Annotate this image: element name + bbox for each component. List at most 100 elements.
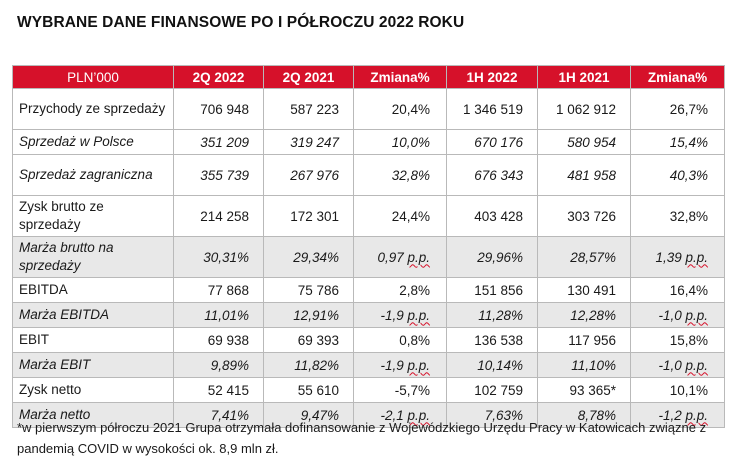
table-cell: 1,39 p.p.	[630, 236, 725, 278]
table-cell: 55 610	[263, 377, 354, 403]
table-cell: 580 954	[537, 129, 631, 155]
table-cell: 15,4%	[630, 129, 725, 155]
table-cell: -1,0 p.p.	[630, 352, 725, 378]
table-cell: 29,34%	[263, 236, 354, 278]
table-cell: 303 726	[537, 195, 631, 237]
table-header-row: PLN’000 2Q 2022 2Q 2021 Zmiana% 1H 2022 …	[12, 65, 725, 89]
table-cell: 10,1%	[630, 377, 725, 403]
table-cell: 69 938	[173, 327, 264, 353]
row-label: Sprzedaż zagraniczna	[12, 154, 174, 196]
table-row: EBITDA 77 868 75 786 2,8% 151 856 130 491 16,4…	[12, 277, 725, 303]
table-cell: 28,57%	[537, 236, 631, 278]
table-cell: 706 948	[173, 88, 264, 130]
table-cell: -1,9 p.p.	[353, 302, 447, 328]
table-cell: 29,96%	[446, 236, 538, 278]
table-cell: 20,4%	[353, 88, 447, 130]
table-cell: 8,78%	[537, 402, 631, 428]
table-row: Przychody ze sprzedaży 706 948 587 223 20,4…	[12, 88, 725, 130]
table-cell: 15,8%	[630, 327, 725, 353]
row-label: Zysk brutto ze sprzedaży	[12, 195, 174, 237]
table-row: Sprzedaż zagraniczna 355 739 267 976 32,8% 6…	[12, 154, 725, 196]
table-cell: 1 062 912	[537, 88, 631, 130]
row-label: Zysk netto	[12, 377, 174, 403]
table-cell: 12,28%	[537, 302, 631, 328]
table-cell: 172 301	[263, 195, 354, 237]
row-label: EBIT	[12, 327, 174, 353]
table-cell: 12,91%	[263, 302, 354, 328]
table-cell: 267 976	[263, 154, 354, 196]
table-cell: 481 958	[537, 154, 631, 196]
table-cell: 11,82%	[263, 352, 354, 378]
header-change-1h: Zmiana%	[630, 65, 725, 89]
table-cell: -1,2 p.p.	[630, 402, 725, 428]
table-cell: 351 209	[173, 129, 264, 155]
table-cell: 40,3%	[630, 154, 725, 196]
table-cell: 130 491	[537, 277, 631, 303]
table-cell: 136 538	[446, 327, 538, 353]
financial-table: PLN’000 2Q 2022 2Q 2021 Zmiana% 1H 2022 …	[12, 65, 725, 428]
table-row: Zysk netto 52 415 55 610 -5,7% 102 759 93 365…	[12, 377, 725, 403]
table-cell: 7,63%	[446, 402, 538, 428]
table-cell: 587 223	[263, 88, 354, 130]
table-cell: 26,7%	[630, 88, 725, 130]
header-1h-2021: 1H 2021	[537, 65, 631, 89]
table-cell: 1 346 519	[446, 88, 538, 130]
row-label: Marża brutto na sprzedaży	[12, 236, 174, 278]
table-cell: 16,4%	[630, 277, 725, 303]
table-cell: -1,0 p.p.	[630, 302, 725, 328]
table-cell: 93 365*	[537, 377, 631, 403]
page-title: WYBRANE DANE FINANSOWE PO I PÓŁROCZU 202…	[17, 14, 465, 31]
table-cell: -5,7%	[353, 377, 447, 403]
table-cell: 32,8%	[630, 195, 725, 237]
header-pln: PLN’000	[12, 65, 174, 89]
table-cell: 403 428	[446, 195, 538, 237]
table-cell: 10,14%	[446, 352, 538, 378]
table-cell: 117 956	[537, 327, 631, 353]
table-cell: 10,0%	[353, 129, 447, 155]
table-cell: 102 759	[446, 377, 538, 403]
table-cell: 11,28%	[446, 302, 538, 328]
row-label: EBITDA	[12, 277, 174, 303]
header-2q-2021: 2Q 2021	[263, 65, 354, 89]
header-1h-2022: 1H 2022	[446, 65, 538, 89]
table-row: EBIT 69 938 69 393 0,8% 136 538 117 956 15,8%	[12, 327, 725, 353]
table-cell: 0,97 p.p.	[353, 236, 447, 278]
table-cell: 52 415	[173, 377, 264, 403]
table-row: Marża brutto na sprzedaży 30,31% 29,34% 0,9…	[12, 236, 725, 278]
table-cell: 32,8%	[353, 154, 447, 196]
table-cell: 11,01%	[173, 302, 264, 328]
table-cell: 9,89%	[173, 352, 264, 378]
table-cell: 0,8%	[353, 327, 447, 353]
table-cell: 77 868	[173, 277, 264, 303]
table-body: Przychody ze sprzedaży 706 948 587 223 20,4…	[12, 88, 725, 428]
header-2q-2022: 2Q 2022	[173, 65, 264, 89]
footnote: *w pierwszym półroczu 2021 Grupa otrzyma…	[17, 417, 727, 459]
table-row: Marża EBITDA 11,01% 12,91% -1,9 p.p. 11,28% 1…	[12, 302, 725, 328]
table-row: Marża netto 7,41% 9,47% -2,1 p.p. 7,63% 8,78%…	[12, 402, 725, 428]
table-cell: -1,9 p.p.	[353, 352, 447, 378]
table-cell: 214 258	[173, 195, 264, 237]
row-label: Marża netto	[12, 402, 174, 428]
table-row: Sprzedaż w Polsce 351 209 319 247 10,0% 670 …	[12, 129, 725, 155]
table-row: Marża EBIT 9,89% 11,82% -1,9 p.p. 10,14% 11,1…	[12, 352, 725, 378]
footnote-text: *w pierwszym półroczu 2021 Grupa otrzyma…	[17, 420, 707, 456]
table-cell: 670 176	[446, 129, 538, 155]
row-label: Sprzedaż w Polsce	[12, 129, 174, 155]
table-cell: 30,31%	[173, 236, 264, 278]
table-cell: 69 393	[263, 327, 354, 353]
table-cell: 2,8%	[353, 277, 447, 303]
table-cell: 355 739	[173, 154, 264, 196]
header-change-2q: Zmiana%	[353, 65, 447, 89]
table-row: Zysk brutto ze sprzedaży 214 258 172 301 24…	[12, 195, 725, 237]
row-label: Marża EBIT	[12, 352, 174, 378]
table-cell: 319 247	[263, 129, 354, 155]
row-label: Marża EBITDA	[12, 302, 174, 328]
table-cell: 11,10%	[537, 352, 631, 378]
table-cell: 24,4%	[353, 195, 447, 237]
table-cell: 676 343	[446, 154, 538, 196]
row-label: Przychody ze sprzedaży	[12, 88, 174, 130]
table-cell: -2,1 p.p.	[353, 402, 447, 428]
table-cell: 75 786	[263, 277, 354, 303]
table-cell: 9,47%	[263, 402, 354, 428]
table-cell: 151 856	[446, 277, 538, 303]
